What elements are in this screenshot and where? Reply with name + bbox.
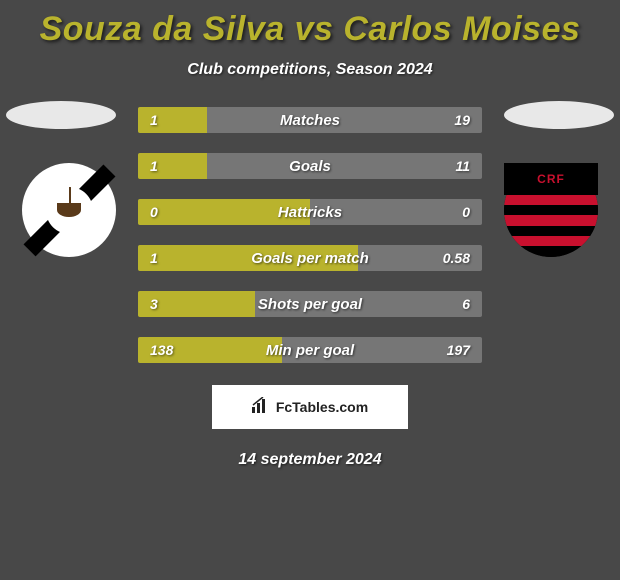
stat-row: 111Goals [138,153,482,179]
stat-row: 10.58Goals per match [138,245,482,271]
bar-right-fill [207,153,482,179]
bar-left-fill [138,199,310,225]
date-label: 14 september 2024 [0,451,620,469]
comparison-card: Souza da Silva vs Carlos Moises Club com… [0,0,620,580]
club-badge-right: CRF [504,163,598,257]
subtitle: Club competitions, Season 2024 [0,61,620,79]
stat-value-left: 138 [150,337,173,363]
stat-value-right: 197 [447,337,470,363]
bar-right-fill [255,291,482,317]
stat-value-left: 3 [150,291,158,317]
stat-value-right: 11 [455,153,470,179]
brand-badge: FcTables.com [212,385,408,429]
stat-value-left: 1 [150,245,158,271]
brand-text: FcTables.com [276,399,368,415]
bar-right-fill [207,107,482,133]
stat-value-right: 0 [462,199,470,225]
stat-value-left: 0 [150,199,158,225]
stat-value-right: 19 [454,107,470,133]
player-photo-placeholder-right [504,101,614,129]
page-title: Souza da Silva vs Carlos Moises [0,10,620,49]
stat-value-left: 1 [150,153,158,179]
bar-left-fill [138,245,358,271]
club-badge-left [22,163,116,257]
chart-icon [252,397,270,418]
stat-bars: 119Matches111Goals00Hattricks10.58Goals … [138,107,482,363]
stat-row: 138197Min per goal [138,337,482,363]
stats-area: CRF 119Matches111Goals00Hattricks10.58Go… [0,107,620,363]
bar-left-fill [138,153,207,179]
vasco-ship-icon [46,187,93,234]
stat-value-left: 1 [150,107,158,133]
stat-row: 119Matches [138,107,482,133]
player-photo-placeholder-left [6,101,116,129]
stat-row: 36Shots per goal [138,291,482,317]
bar-left-fill [138,107,207,133]
stat-value-right: 0.58 [443,245,470,271]
flamengo-monogram-icon: CRF [504,163,598,195]
stat-value-right: 6 [462,291,470,317]
bar-right-fill [310,199,482,225]
stat-row: 00Hattricks [138,199,482,225]
